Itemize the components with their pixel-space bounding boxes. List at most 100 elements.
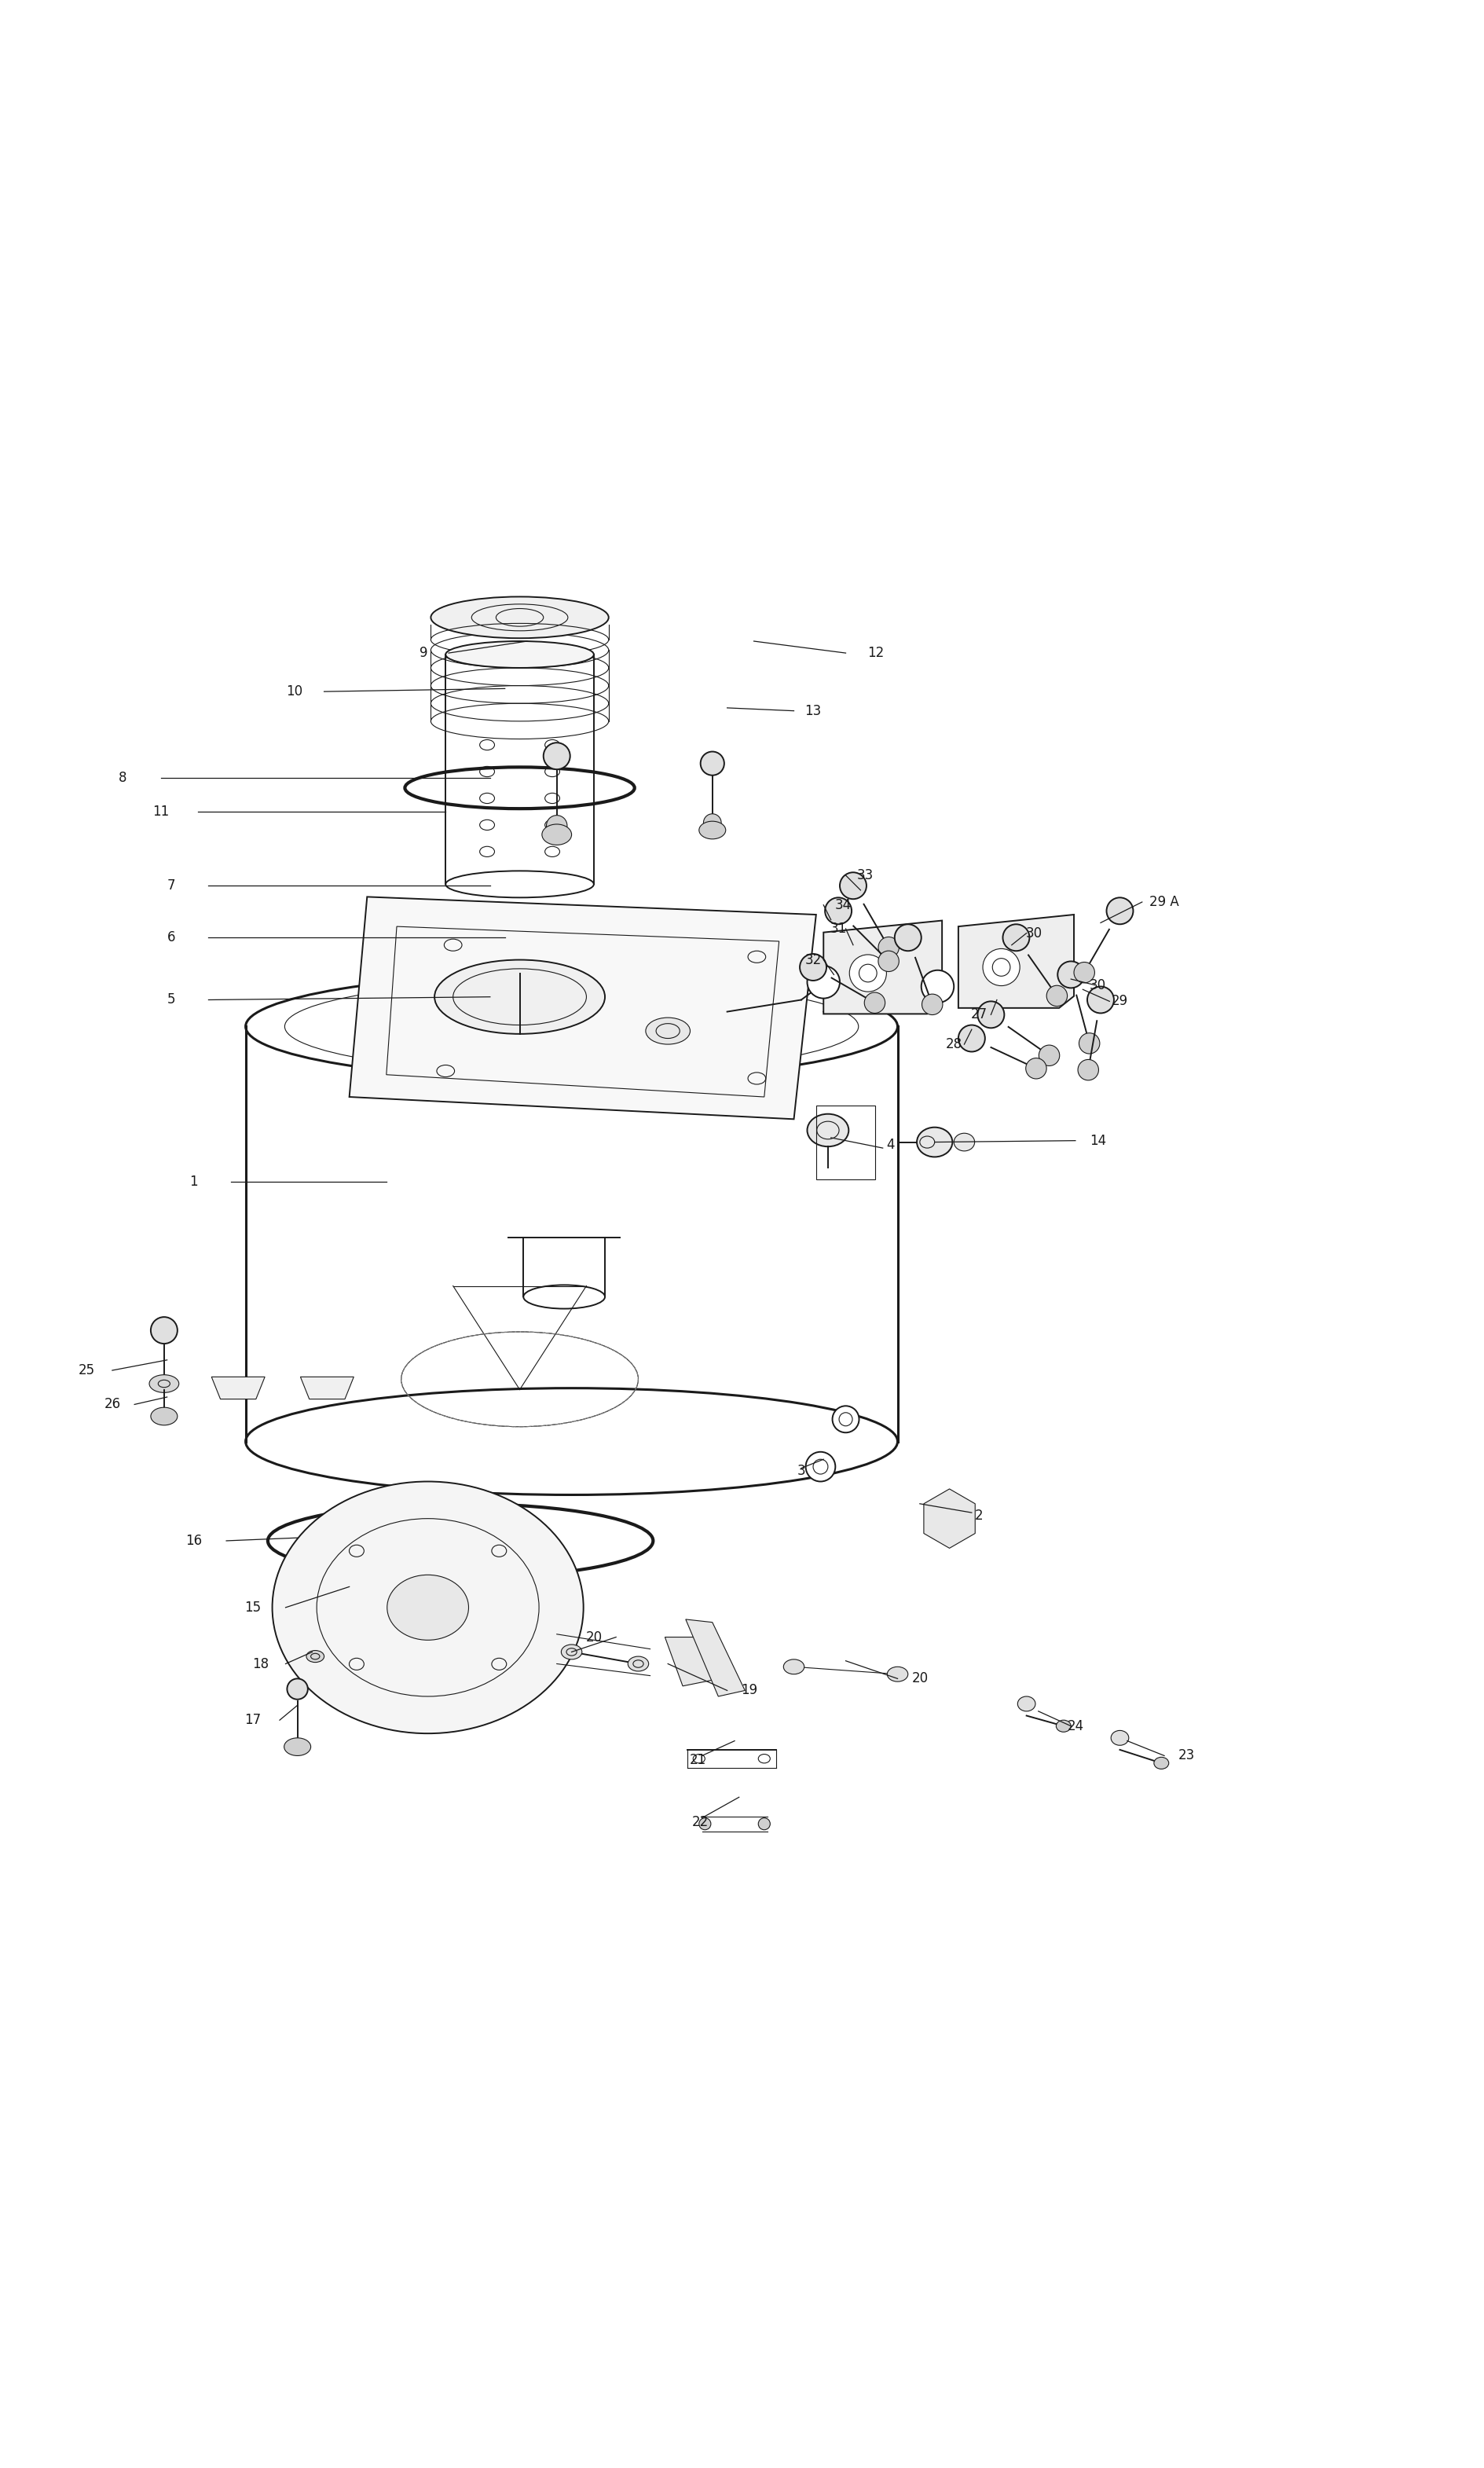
- Ellipse shape: [978, 1002, 1005, 1029]
- Ellipse shape: [542, 824, 571, 844]
- Ellipse shape: [430, 597, 608, 639]
- Ellipse shape: [849, 955, 886, 992]
- Ellipse shape: [1079, 1034, 1100, 1054]
- Ellipse shape: [306, 1651, 324, 1663]
- Text: 29: 29: [1112, 995, 1128, 1009]
- Ellipse shape: [784, 1658, 804, 1673]
- Text: 15: 15: [245, 1599, 261, 1614]
- Ellipse shape: [151, 1318, 178, 1343]
- Text: 6: 6: [168, 930, 175, 945]
- Text: 22: 22: [692, 1816, 709, 1829]
- Text: 31: 31: [830, 921, 847, 935]
- Text: 34: 34: [834, 898, 850, 913]
- Ellipse shape: [806, 1451, 835, 1481]
- Ellipse shape: [895, 923, 922, 950]
- Text: 20: 20: [586, 1629, 603, 1644]
- Text: 14: 14: [1089, 1133, 1106, 1148]
- Text: 21: 21: [689, 1752, 706, 1767]
- Ellipse shape: [982, 948, 1020, 985]
- Text: 4: 4: [886, 1138, 895, 1153]
- Text: 26: 26: [104, 1397, 120, 1412]
- Ellipse shape: [387, 1575, 469, 1641]
- Text: 16: 16: [186, 1533, 202, 1547]
- Text: 25: 25: [79, 1362, 95, 1377]
- Polygon shape: [665, 1636, 720, 1686]
- Ellipse shape: [561, 1644, 582, 1658]
- Ellipse shape: [283, 1737, 310, 1755]
- Text: 8: 8: [119, 770, 126, 785]
- Ellipse shape: [1003, 923, 1030, 950]
- Text: 11: 11: [153, 805, 169, 819]
- Text: 32: 32: [804, 953, 822, 967]
- Polygon shape: [349, 896, 816, 1118]
- Text: 23: 23: [1178, 1750, 1195, 1762]
- Text: 5: 5: [168, 992, 175, 1007]
- Ellipse shape: [825, 898, 852, 923]
- Ellipse shape: [879, 938, 899, 958]
- Ellipse shape: [800, 955, 827, 980]
- Ellipse shape: [699, 822, 726, 839]
- Polygon shape: [686, 1619, 745, 1696]
- Text: 12: 12: [867, 647, 883, 659]
- Text: 27: 27: [971, 1007, 987, 1022]
- Ellipse shape: [435, 960, 605, 1034]
- Text: 33: 33: [856, 869, 874, 884]
- Ellipse shape: [1039, 1044, 1060, 1066]
- Text: 9: 9: [420, 647, 427, 659]
- Ellipse shape: [1058, 963, 1085, 987]
- Ellipse shape: [807, 965, 840, 1000]
- Ellipse shape: [1155, 1757, 1169, 1770]
- Text: 30: 30: [1025, 926, 1042, 940]
- Ellipse shape: [1088, 987, 1114, 1014]
- Ellipse shape: [646, 1017, 690, 1044]
- Text: 19: 19: [741, 1683, 758, 1698]
- Text: 13: 13: [804, 703, 822, 718]
- Text: 7: 7: [168, 879, 175, 893]
- Text: 28: 28: [945, 1037, 962, 1051]
- Ellipse shape: [546, 814, 567, 837]
- Text: 30: 30: [1089, 977, 1106, 992]
- Ellipse shape: [150, 1375, 180, 1392]
- Ellipse shape: [1018, 1696, 1036, 1710]
- Ellipse shape: [1074, 963, 1095, 982]
- Text: 17: 17: [245, 1713, 261, 1728]
- Ellipse shape: [928, 1496, 972, 1540]
- Ellipse shape: [840, 871, 867, 898]
- Ellipse shape: [1046, 985, 1067, 1007]
- Bar: [816, 1106, 876, 1180]
- Ellipse shape: [922, 995, 942, 1014]
- Text: 18: 18: [252, 1656, 269, 1671]
- Ellipse shape: [272, 1481, 583, 1733]
- Ellipse shape: [864, 992, 884, 1014]
- Text: 3: 3: [797, 1464, 806, 1478]
- Ellipse shape: [887, 1666, 908, 1681]
- Text: 2: 2: [975, 1508, 984, 1523]
- Polygon shape: [923, 1488, 975, 1547]
- Text: 10: 10: [286, 684, 303, 698]
- Ellipse shape: [917, 1128, 953, 1157]
- Ellipse shape: [1107, 898, 1134, 923]
- Ellipse shape: [807, 1113, 849, 1148]
- Ellipse shape: [758, 1819, 770, 1829]
- Ellipse shape: [1057, 1720, 1071, 1733]
- Text: 24: 24: [1067, 1720, 1083, 1733]
- Ellipse shape: [959, 1024, 985, 1051]
- Ellipse shape: [628, 1656, 649, 1671]
- Text: 20: 20: [911, 1671, 928, 1686]
- Polygon shape: [824, 921, 942, 1014]
- Ellipse shape: [151, 1407, 178, 1424]
- Polygon shape: [300, 1377, 353, 1399]
- Ellipse shape: [833, 1407, 859, 1431]
- Ellipse shape: [879, 950, 899, 972]
- Ellipse shape: [922, 970, 954, 1002]
- Ellipse shape: [1112, 1730, 1129, 1745]
- Ellipse shape: [954, 1133, 975, 1150]
- Text: 1: 1: [190, 1175, 197, 1190]
- Ellipse shape: [286, 1678, 307, 1700]
- Ellipse shape: [700, 753, 724, 775]
- Polygon shape: [212, 1377, 264, 1399]
- Ellipse shape: [703, 814, 721, 832]
- Polygon shape: [959, 916, 1074, 1007]
- Ellipse shape: [445, 642, 594, 669]
- Text: 29 A: 29 A: [1150, 896, 1180, 908]
